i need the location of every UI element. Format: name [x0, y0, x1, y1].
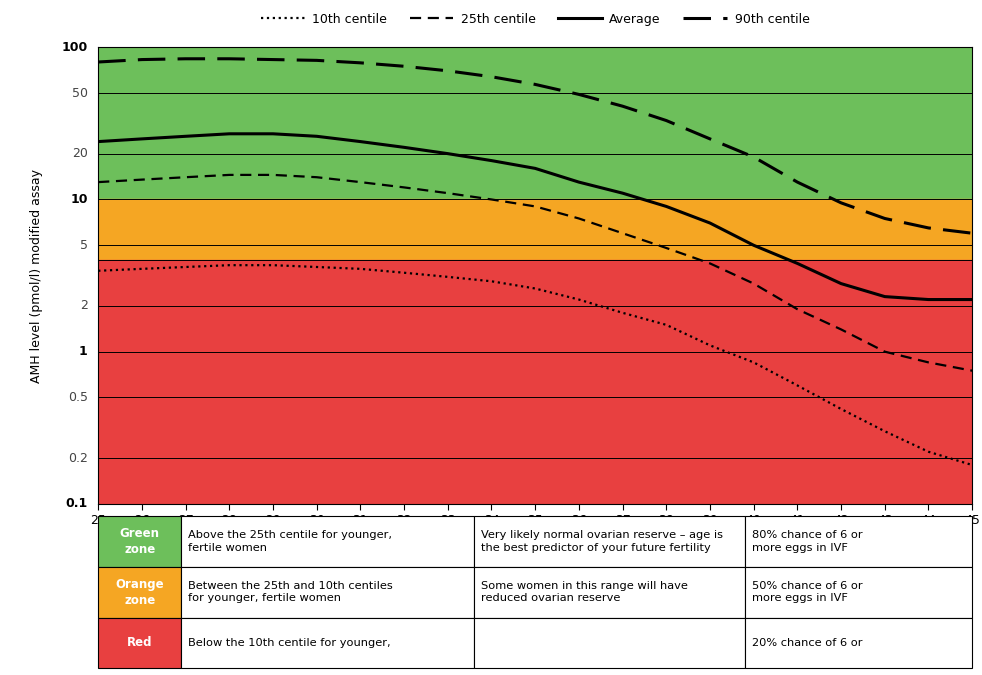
- X-axis label: Woman's age: Woman's age: [483, 536, 587, 549]
- Text: Between the 25th and 10th centiles
for younger, fertile women: Between the 25th and 10th centiles for y…: [189, 581, 393, 603]
- Bar: [182, 516, 474, 567]
- Text: 0.2: 0.2: [68, 452, 87, 464]
- Bar: [182, 567, 474, 618]
- Text: 20% chance of 6 or: 20% chance of 6 or: [752, 638, 862, 648]
- Y-axis label: AMH level (pmol/l) modified assay: AMH level (pmol/l) modified assay: [29, 169, 42, 383]
- Bar: [745, 618, 972, 668]
- Text: 50% chance of 6 or
more eggs in IVF: 50% chance of 6 or more eggs in IVF: [752, 581, 862, 603]
- Bar: [98, 199, 972, 260]
- Bar: [98, 1, 972, 199]
- Bar: [474, 516, 745, 567]
- Bar: [98, 516, 182, 567]
- Bar: [98, 260, 972, 549]
- Text: Below the 10th centile for younger,: Below the 10th centile for younger,: [189, 638, 391, 648]
- Text: 5: 5: [80, 239, 87, 252]
- Bar: [98, 618, 182, 668]
- Bar: [98, 567, 182, 618]
- Text: Red: Red: [127, 637, 152, 649]
- Legend: 10th centile, 25th centile, Average, 90th centile: 10th centile, 25th centile, Average, 90t…: [256, 8, 814, 31]
- Text: 0.1: 0.1: [66, 497, 87, 510]
- Text: 1: 1: [79, 345, 87, 358]
- Bar: [745, 516, 972, 567]
- Text: Some women in this range will have
reduced ovarian reserve: Some women in this range will have reduc…: [481, 581, 687, 603]
- Bar: [474, 567, 745, 618]
- Text: Above the 25th centile for younger,
fertile women: Above the 25th centile for younger, fert…: [189, 530, 392, 553]
- Text: 0.5: 0.5: [68, 391, 87, 404]
- Bar: [182, 618, 474, 668]
- Text: 10: 10: [70, 193, 87, 206]
- Text: 2: 2: [80, 299, 87, 313]
- Text: Orange
zone: Orange zone: [116, 578, 164, 607]
- Text: Green
zone: Green zone: [120, 527, 160, 556]
- Text: 100: 100: [62, 40, 87, 54]
- Text: 80% chance of 6 or
more eggs in IVF: 80% chance of 6 or more eggs in IVF: [752, 530, 862, 553]
- Text: Very likely normal ovarian reserve – age is
the best predictor of your future fe: Very likely normal ovarian reserve – age…: [481, 530, 723, 553]
- Bar: [474, 618, 745, 668]
- Text: 20: 20: [72, 147, 87, 160]
- Text: 50: 50: [72, 86, 87, 100]
- Bar: [745, 567, 972, 618]
